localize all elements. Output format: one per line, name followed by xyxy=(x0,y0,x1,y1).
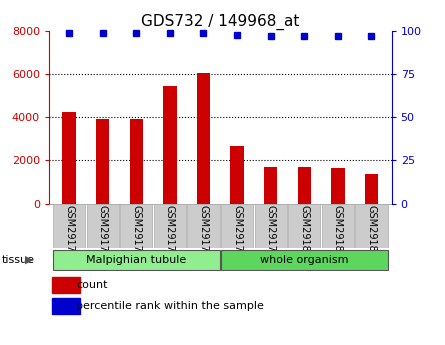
FancyBboxPatch shape xyxy=(255,204,287,248)
Text: percentile rank within the sample: percentile rank within the sample xyxy=(77,301,264,311)
Title: GDS732 / 149968_at: GDS732 / 149968_at xyxy=(141,13,299,30)
Bar xyxy=(53,298,80,314)
FancyBboxPatch shape xyxy=(355,204,388,248)
Text: count: count xyxy=(77,280,108,290)
Text: GSM29174: GSM29174 xyxy=(98,205,108,258)
Text: ▶: ▶ xyxy=(24,255,33,265)
FancyBboxPatch shape xyxy=(322,204,354,248)
FancyBboxPatch shape xyxy=(53,204,85,248)
Text: GSM29181: GSM29181 xyxy=(333,205,343,258)
Bar xyxy=(331,168,344,204)
Bar xyxy=(365,175,378,204)
Text: tissue: tissue xyxy=(2,255,35,265)
FancyBboxPatch shape xyxy=(187,204,219,248)
Bar xyxy=(62,112,76,204)
Text: GSM29178: GSM29178 xyxy=(232,205,242,258)
Bar xyxy=(129,119,143,204)
Text: GSM29177: GSM29177 xyxy=(198,205,208,258)
Text: GSM29176: GSM29176 xyxy=(165,205,175,258)
FancyBboxPatch shape xyxy=(221,204,253,248)
FancyBboxPatch shape xyxy=(154,204,186,248)
Bar xyxy=(197,73,210,204)
Text: Malpighian tubule: Malpighian tubule xyxy=(86,255,186,265)
Text: GSM29182: GSM29182 xyxy=(366,205,376,258)
Bar xyxy=(53,277,80,293)
Text: GSM29175: GSM29175 xyxy=(131,205,142,258)
Bar xyxy=(298,167,311,204)
FancyBboxPatch shape xyxy=(221,249,388,270)
FancyBboxPatch shape xyxy=(87,204,119,248)
Text: GSM29180: GSM29180 xyxy=(299,205,309,258)
Bar xyxy=(231,146,244,204)
Bar xyxy=(96,119,109,204)
Bar xyxy=(163,86,177,204)
FancyBboxPatch shape xyxy=(120,204,153,248)
FancyBboxPatch shape xyxy=(53,249,219,270)
Text: GSM29173: GSM29173 xyxy=(64,205,74,258)
Text: GSM29179: GSM29179 xyxy=(266,205,275,258)
FancyBboxPatch shape xyxy=(288,204,320,248)
Bar xyxy=(264,167,277,204)
Text: whole organism: whole organism xyxy=(260,255,348,265)
